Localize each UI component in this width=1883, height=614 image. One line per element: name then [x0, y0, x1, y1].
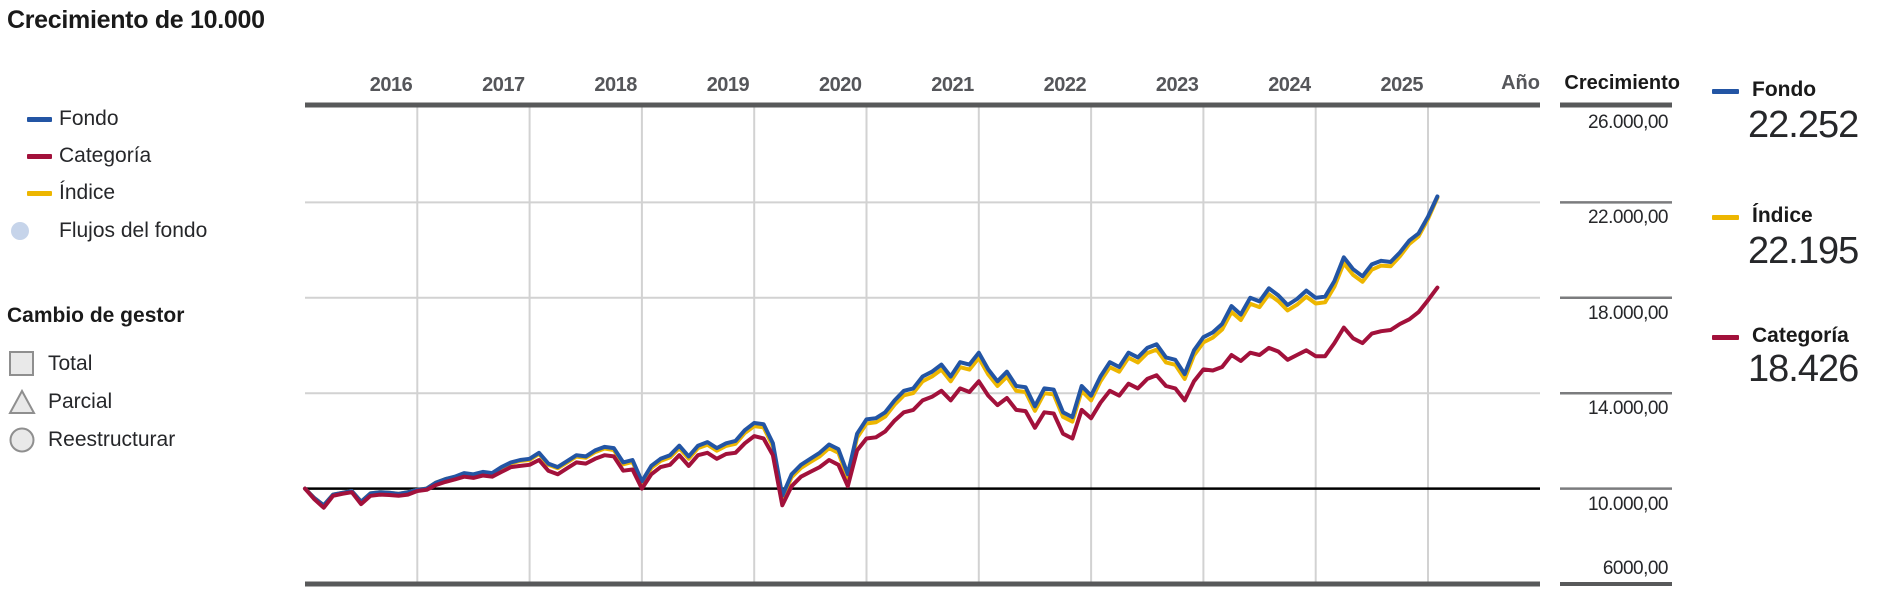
indice-line-swatch-icon — [1712, 215, 1739, 220]
manager-change-label: Reestructurar — [48, 428, 176, 451]
y-tick-label-26000: 26.000,00 — [1587, 112, 1669, 133]
year-label-2021: 2021 — [931, 74, 974, 96]
indice-line-swatch-icon — [27, 191, 52, 196]
year-label-2025: 2025 — [1380, 74, 1424, 96]
year-label-2017: 2017 — [482, 74, 525, 96]
fondo-line-swatch-icon — [1712, 89, 1739, 94]
y-tick-label-6000: 6000,00 — [1602, 558, 1669, 579]
year-label-2024: 2024 — [1268, 74, 1311, 96]
y-tick-label-22000: 22.000,00 — [1587, 207, 1669, 229]
triangle-marker-icon — [8, 388, 36, 414]
summary-fondo-value: 22.252 — [1748, 104, 1859, 146]
categoria-line-swatch-icon — [27, 154, 52, 159]
summary-indice-value: 22.195 — [1748, 230, 1859, 272]
year-label-2023: 2023 — [1155, 74, 1199, 96]
square-marker-icon — [9, 351, 34, 376]
year-label-2016: 2016 — [369, 74, 413, 96]
year-label-2022: 2022 — [1043, 74, 1087, 96]
manager-change-label: Total — [48, 352, 93, 375]
year-label-2019: 2019 — [706, 74, 750, 96]
x-axis-title: Año — [1501, 72, 1540, 94]
fondo-line-swatch-icon — [27, 117, 52, 122]
y-tick-label-14000: 14.000,00 — [1587, 398, 1669, 420]
fund-flows-circle-icon — [11, 222, 29, 240]
page-title: Crecimiento de 10.000 — [7, 6, 265, 34]
legend-item-label: Fondo — [59, 107, 119, 130]
y-tick-label-18000: 18.000,00 — [1587, 302, 1669, 324]
year-label-2018: 2018 — [594, 74, 637, 96]
y-axis-title: Crecimiento — [1564, 72, 1680, 94]
summary-fondo-label[interactable]: Fondo — [1752, 78, 1817, 101]
categoria-line-swatch-icon — [1712, 335, 1739, 340]
y-tick-label-10000: 10.000,00 — [1587, 493, 1669, 515]
manager-change-label: Parcial — [48, 390, 113, 413]
summary-categoria-label[interactable]: Categoría — [1752, 324, 1849, 347]
manager-change-heading: Cambio de gestor — [7, 304, 185, 327]
summary-indice-label[interactable]: Índice — [1752, 204, 1813, 227]
year-label-2020: 2020 — [819, 74, 862, 96]
legend-item-label: Flujos del fondo — [59, 219, 208, 242]
legend-item-label: Categoría — [59, 144, 152, 167]
legend-item-label: Índice — [59, 181, 116, 204]
summary-categoria-value: 18.426 — [1748, 348, 1859, 390]
circle-marker-icon — [9, 427, 35, 453]
